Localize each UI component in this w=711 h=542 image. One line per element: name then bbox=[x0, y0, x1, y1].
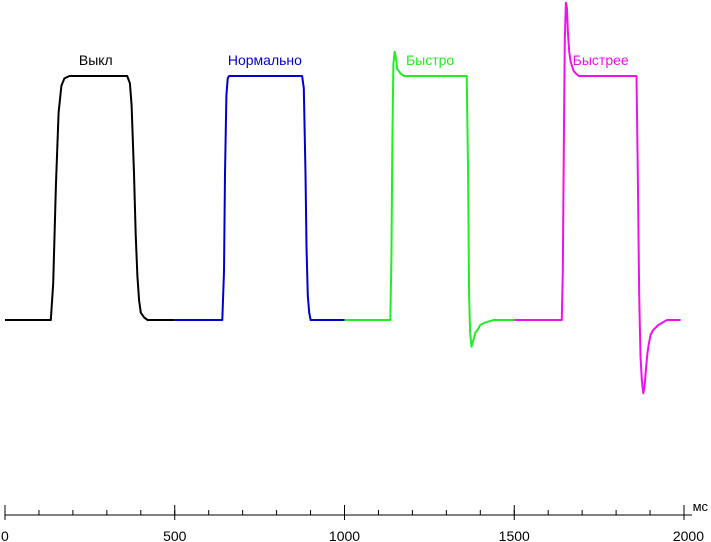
x-tick-label: 1000 bbox=[329, 528, 360, 542]
series-line-2 bbox=[174, 75, 345, 321]
x-axis-unit-label: мс bbox=[693, 499, 709, 514]
series-label-4: Быстрее bbox=[573, 52, 629, 68]
series-line-1 bbox=[5, 75, 175, 321]
series-line-4 bbox=[514, 1, 681, 395]
series-label-3: Быстро bbox=[406, 52, 454, 68]
series-line-3 bbox=[344, 50, 515, 348]
series-label-1: Выкл bbox=[79, 52, 113, 68]
x-tick-label: 0 bbox=[1, 528, 9, 542]
x-tick-label: 2000 bbox=[673, 528, 704, 542]
series-label-layer: Выкл Нормально Быстро Быстрее bbox=[79, 52, 629, 68]
series-layer bbox=[5, 1, 681, 395]
series-label-2: Нормально bbox=[228, 52, 302, 68]
x-tick-label: 500 bbox=[163, 528, 187, 542]
x-tick-label: 1500 bbox=[499, 528, 530, 542]
x-tick-layer: 0 500 1000 1500 2000 bbox=[1, 505, 704, 542]
